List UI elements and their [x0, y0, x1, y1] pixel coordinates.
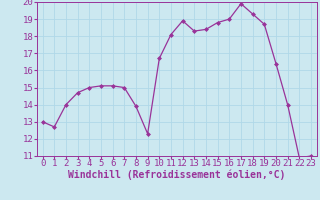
X-axis label: Windchill (Refroidissement éolien,°C): Windchill (Refroidissement éolien,°C) [68, 170, 285, 180]
